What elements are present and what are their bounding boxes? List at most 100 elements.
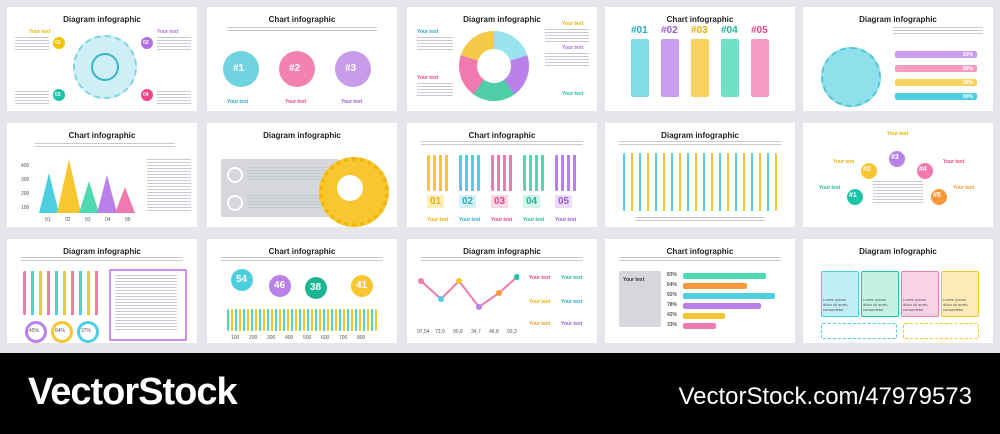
your-text: Your text [561, 321, 583, 327]
pin-marker [231, 269, 253, 291]
slide-chart-cylinders: Chart infographic #01 #02 #03 #04 #05 [605, 7, 795, 111]
hex-badge [917, 163, 933, 179]
hbar [683, 283, 747, 289]
slide-grid: Diagram infographic 01 02 03 04 Your tex… [7, 7, 993, 343]
hex-badge [931, 189, 947, 205]
percent-bar [895, 51, 977, 58]
card-text: Lorem ipsum dolor sit amet, consectetur [863, 297, 889, 312]
bar-wave [227, 309, 377, 331]
dashed-box [903, 323, 979, 339]
your-text: Your text [555, 217, 577, 223]
hbar [683, 293, 775, 299]
value-label: 90,8 [453, 329, 463, 335]
value-label: 93,3 [507, 329, 517, 335]
your-text: Your text [561, 275, 583, 281]
your-text: Your text [953, 185, 975, 191]
hbar [683, 273, 766, 279]
data-point [514, 274, 519, 280]
your-text: Your text [833, 159, 855, 165]
slide-diagram-line: Diagram infographic 97,54 73,9 90,8 34,7… [407, 239, 597, 343]
slide-title: Diagram infographic [859, 247, 937, 256]
your-text: Your text [887, 131, 909, 137]
value-label: 97,54 [417, 329, 430, 335]
cylinder-bar [661, 39, 679, 97]
y-tick: 400 [21, 163, 30, 169]
slide-chart-bar-groups: Chart infographic 01 02 03 04 05 Your te… [407, 123, 597, 227]
data-point [456, 278, 462, 284]
your-text: Your text [285, 99, 307, 105]
percent-label: 83% [667, 272, 678, 278]
your-text: Your text [427, 217, 449, 223]
badge-label: #1 [233, 63, 245, 74]
globe-icon [821, 47, 881, 107]
slide-title: Chart infographic [268, 15, 336, 24]
your-text: Your text [561, 299, 583, 305]
slide-title: Diagram infographic [63, 15, 141, 24]
text-lines [15, 37, 49, 51]
percent-label: 60% [963, 52, 974, 58]
column-label: #02 [661, 25, 678, 36]
pin-value: 41 [356, 280, 368, 291]
slide-diagram-circle: Diagram infographic 01 02 03 04 Your tex… [7, 7, 197, 111]
text-lines [873, 181, 923, 203]
your-text: Your text [157, 29, 179, 35]
text-lines [157, 37, 191, 51]
donut-label: 45% [29, 328, 40, 334]
your-text: Your text [529, 275, 551, 281]
badge [53, 89, 65, 101]
your-text: Your text [562, 21, 584, 27]
cart-icon [337, 175, 363, 201]
slide-title: Diagram infographic [263, 131, 341, 140]
your-text: Your text [523, 217, 545, 223]
your-text: Your text [943, 159, 965, 165]
x-tick: 400 [285, 335, 294, 341]
text-lines [619, 141, 781, 147]
your-text: Your text [417, 75, 439, 81]
bar-group [427, 155, 449, 191]
triangle-chart [39, 159, 135, 213]
vertical-bars [23, 271, 103, 315]
gear-icon [227, 195, 243, 211]
slide-title: Diagram infographic [463, 247, 541, 256]
value-label: 46,8 [489, 329, 499, 335]
text-frame [109, 269, 187, 341]
legend-lines [147, 159, 191, 213]
badge-label: 02 [143, 40, 149, 46]
text-lines [421, 141, 583, 147]
x-tick: 700 [339, 335, 348, 341]
group-label: 03 [491, 195, 509, 208]
percent-label: 90% [963, 94, 974, 100]
your-text: Your text [562, 91, 584, 97]
slide-title: Chart infographic [666, 247, 734, 256]
bar-group [459, 155, 481, 191]
badge-label: #2 [863, 166, 871, 173]
y-tick: 100 [21, 205, 30, 211]
series-line [420, 276, 518, 309]
percent-bar [895, 93, 977, 100]
card-text: Lorem ipsum dolor sit amet, consectetur [903, 297, 929, 312]
badge [53, 37, 65, 49]
donut-hole [477, 49, 511, 83]
data-point [438, 296, 444, 302]
data-point [476, 304, 482, 310]
money-hand-icon [91, 53, 119, 81]
slide-title: Chart infographic [666, 15, 734, 24]
triangle-mark [57, 159, 81, 213]
badge-label: 04 [143, 92, 149, 98]
x-tick: 05 [125, 217, 131, 223]
text-lines [619, 257, 781, 263]
slide-title: Chart infographic [468, 131, 536, 140]
badge [141, 37, 153, 49]
x-tick: 100 [231, 335, 240, 341]
dashed-box [821, 323, 897, 339]
text-lines [417, 37, 453, 51]
column-label: #03 [691, 25, 708, 36]
text-lines [227, 27, 377, 33]
badge-label: #3 [345, 63, 357, 74]
x-tick: 02 [65, 217, 71, 223]
text-lines [247, 195, 327, 209]
column-label: #04 [721, 25, 738, 36]
pin-marker [351, 275, 373, 297]
donut-chart [51, 321, 73, 343]
triangle-mark [115, 187, 135, 213]
